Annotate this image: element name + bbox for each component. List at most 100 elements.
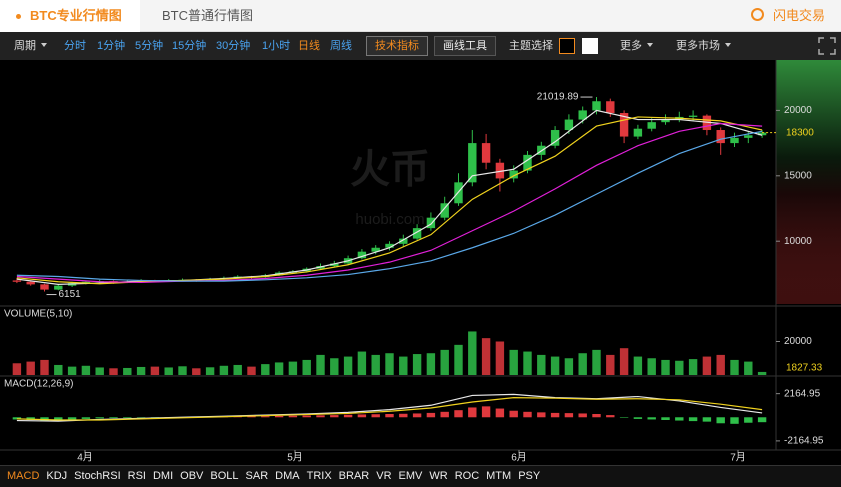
indicator-tab[interactable]: EMV	[398, 470, 423, 482]
indicator-tab[interactable]: DMA	[275, 470, 300, 482]
volume-bar	[550, 356, 560, 375]
y-tick-label: 2164.95	[784, 388, 821, 399]
candle-body	[578, 110, 587, 120]
theme-light[interactable]	[582, 38, 598, 54]
indicator-tab[interactable]: DMI	[152, 470, 174, 482]
period[interactable]: 周期	[14, 32, 47, 60]
volume-bar	[564, 358, 574, 375]
volume-bar	[123, 367, 132, 375]
x-tick-label: 4月	[77, 452, 93, 464]
indicator-tab[interactable]: ROC	[454, 470, 480, 482]
tab[interactable]: BTC专业行情图	[0, 0, 140, 32]
volume-bar	[136, 366, 146, 375]
macd-line	[16, 397, 763, 421]
volume-bar	[54, 364, 63, 375]
indicator-tab[interactable]: SAR	[245, 470, 269, 482]
macd-bar	[716, 417, 725, 424]
indicator-tab[interactable]: BOLL	[210, 470, 239, 482]
candle-body	[12, 280, 22, 282]
last-price: 18300	[786, 127, 814, 138]
macd-bar	[633, 417, 643, 419]
macd-bar	[67, 417, 77, 420]
candle-body	[661, 119, 670, 123]
interval[interactable]: 15分钟	[172, 40, 207, 52]
fullscreen-icon[interactable]	[818, 37, 836, 55]
macd-bar	[675, 417, 684, 421]
macd-bar	[661, 417, 670, 420]
candle-body	[481, 143, 491, 163]
macd-bar	[592, 414, 601, 418]
candle-body	[619, 113, 629, 137]
indicator-tab[interactable]: PSY	[518, 470, 541, 482]
y-tick-label: 20000	[784, 336, 812, 347]
indicator-tab[interactable]: KDJ	[46, 470, 68, 482]
volume-bar	[164, 367, 173, 375]
interval[interactable]: 5分钟	[135, 40, 164, 52]
panel-title: MACD(12,26,9)	[4, 379, 73, 390]
more[interactable]: 更多	[620, 32, 653, 60]
candle-body	[702, 115, 712, 131]
indicator-tab[interactable]: BRAR	[338, 470, 370, 482]
interval[interactable]: 30分钟	[216, 40, 251, 52]
macd-bar	[343, 414, 353, 418]
flash-trade[interactable]: 闪电交易	[750, 0, 825, 32]
indicator-tab[interactable]: VR	[376, 470, 392, 482]
macd-bar	[606, 415, 615, 418]
button[interactable]: 技术指标	[366, 36, 428, 56]
macd-bar	[274, 415, 284, 418]
indicator-tab[interactable]: TRIX	[306, 470, 332, 482]
x-tick-label: 5月	[287, 452, 303, 464]
volume-bar	[316, 354, 325, 375]
panel-title: VOLUME(5,10)	[4, 309, 72, 320]
candle-body	[757, 132, 767, 136]
watermark: huobi.com	[355, 211, 424, 228]
macd-bar	[109, 417, 118, 419]
indicator-tab[interactable]: MACD	[7, 470, 40, 482]
candle-body	[647, 122, 656, 129]
volume-bar	[233, 364, 242, 375]
interval[interactable]: 周线	[330, 40, 352, 52]
button[interactable]: 画线工具	[434, 36, 496, 56]
ma-line	[16, 109, 763, 285]
volume-bar	[219, 365, 229, 375]
volume-bar	[688, 359, 698, 375]
volume-bar	[578, 353, 587, 375]
tab[interactable]: BTC普通行情图	[162, 8, 254, 23]
interval[interactable]: 1分钟	[97, 40, 126, 52]
macd-bar	[412, 413, 422, 418]
indicator-tab[interactable]: OBV	[180, 470, 204, 482]
candle-body	[550, 130, 560, 146]
volume-bar	[426, 353, 436, 375]
indicator-tab[interactable]: StochRSI	[74, 470, 121, 482]
candle-body	[744, 135, 753, 138]
macd-bar	[136, 417, 146, 418]
candle-body	[716, 130, 725, 144]
volume-bar	[619, 348, 629, 375]
chart: 火币 huobi.com VOLUME(5,10) MACD(12,26,9) …	[0, 60, 841, 464]
candle-body	[688, 115, 698, 117]
volume-bar	[288, 361, 298, 375]
macd-bar	[54, 417, 63, 420]
macd-bar	[647, 417, 656, 420]
interval[interactable]: 日线	[298, 40, 320, 52]
theme-dark[interactable]	[559, 38, 575, 54]
volume-bar	[385, 353, 394, 375]
indicator-tab[interactable]: MTM	[486, 470, 512, 482]
volume-bar	[26, 361, 35, 375]
tab-bar: BTC专业行情图 BTC普通行情图 闪电交易	[0, 0, 841, 32]
candle-body	[633, 128, 643, 137]
volume-bar	[633, 356, 643, 375]
more-markets[interactable]: 更多市场	[676, 32, 731, 60]
ma-line	[16, 122, 763, 284]
macd-bar	[550, 412, 560, 418]
volume-bar	[357, 351, 367, 375]
interval[interactable]: 1小时	[262, 40, 291, 52]
macd-bar	[688, 417, 698, 422]
interval[interactable]: 分时	[64, 40, 86, 52]
indicator-tab[interactable]: RSI	[127, 470, 146, 482]
candle-body	[606, 101, 615, 114]
indicator-tab[interactable]: WR	[429, 470, 448, 482]
macd-bar	[564, 413, 574, 418]
volume-bar	[606, 354, 615, 375]
volume-bar	[302, 359, 311, 375]
